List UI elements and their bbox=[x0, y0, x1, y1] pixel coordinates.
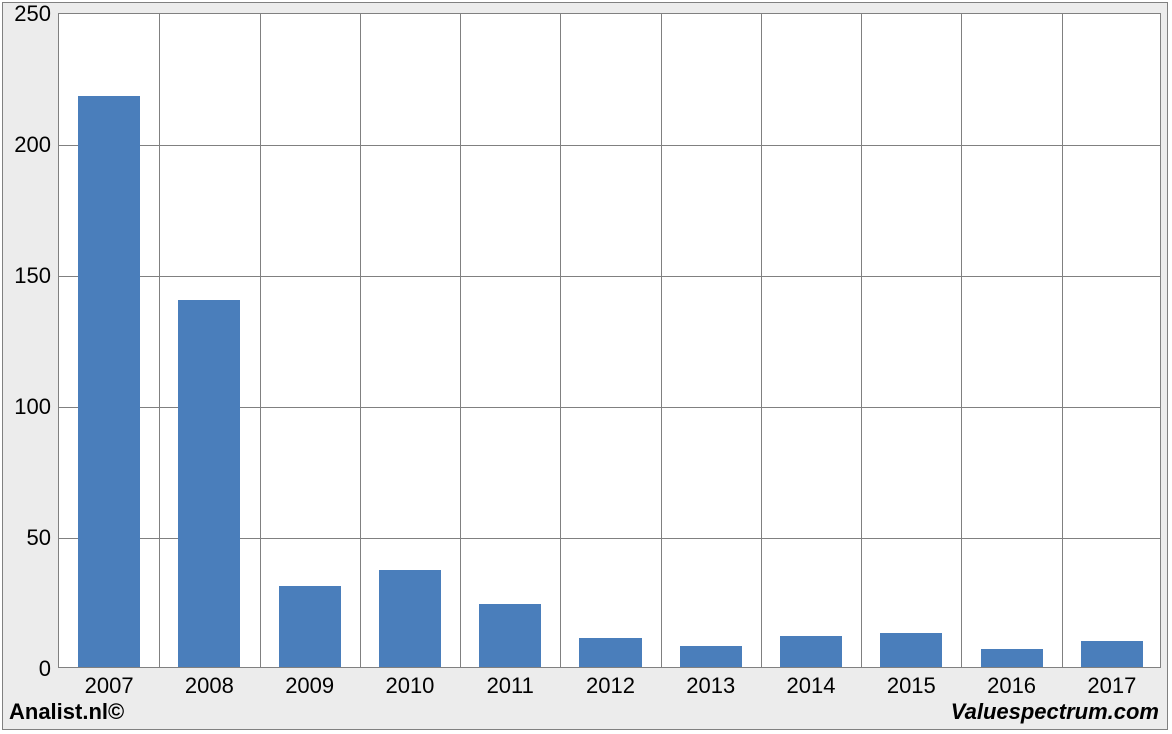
bar bbox=[78, 96, 140, 667]
gridline-vertical bbox=[961, 14, 962, 667]
gridline-vertical bbox=[159, 14, 160, 667]
plot-area: 0501001502002502007200820092010201120122… bbox=[58, 13, 1161, 668]
bar bbox=[379, 570, 441, 667]
y-axis-label: 0 bbox=[39, 656, 51, 682]
bar bbox=[579, 638, 641, 667]
x-axis-label: 2016 bbox=[987, 673, 1036, 699]
gridline-horizontal bbox=[59, 276, 1160, 277]
bar bbox=[1081, 641, 1143, 667]
bar bbox=[279, 586, 341, 667]
x-axis-label: 2017 bbox=[1087, 673, 1136, 699]
gridline-vertical bbox=[761, 14, 762, 667]
x-axis-label: 2011 bbox=[487, 673, 534, 699]
gridline-horizontal bbox=[59, 145, 1160, 146]
x-axis-label: 2014 bbox=[787, 673, 836, 699]
y-axis-label: 200 bbox=[14, 132, 51, 158]
bar bbox=[880, 633, 942, 667]
gridline-vertical bbox=[560, 14, 561, 667]
bar bbox=[178, 300, 240, 667]
gridline-vertical bbox=[360, 14, 361, 667]
bar bbox=[479, 604, 541, 667]
x-axis-label: 2009 bbox=[285, 673, 334, 699]
y-axis-label: 50 bbox=[27, 525, 51, 551]
x-axis-label: 2012 bbox=[586, 673, 635, 699]
x-axis-label: 2013 bbox=[686, 673, 735, 699]
x-axis-label: 2010 bbox=[385, 673, 434, 699]
gridline-vertical bbox=[661, 14, 662, 667]
gridline-vertical bbox=[460, 14, 461, 667]
gridline-vertical bbox=[1062, 14, 1063, 667]
gridline-vertical bbox=[260, 14, 261, 667]
bar bbox=[780, 636, 842, 667]
y-axis-label: 100 bbox=[14, 394, 51, 420]
y-axis-label: 250 bbox=[14, 1, 51, 27]
footer-left: Analist.nl© bbox=[9, 699, 124, 725]
chart-frame: 0 50 100 150 200 250 2007 2008 2009 2010 2011 2012 2… bbox=[2, 2, 1168, 730]
x-axis-label: 2015 bbox=[887, 673, 936, 699]
bar bbox=[981, 649, 1043, 667]
bar bbox=[680, 646, 742, 667]
y-axis-label: 150 bbox=[14, 263, 51, 289]
footer-right: Valuespectrum.com bbox=[951, 699, 1159, 725]
gridline-vertical bbox=[861, 14, 862, 667]
x-axis-label: 2008 bbox=[185, 673, 234, 699]
x-axis-label: 2007 bbox=[85, 673, 134, 699]
